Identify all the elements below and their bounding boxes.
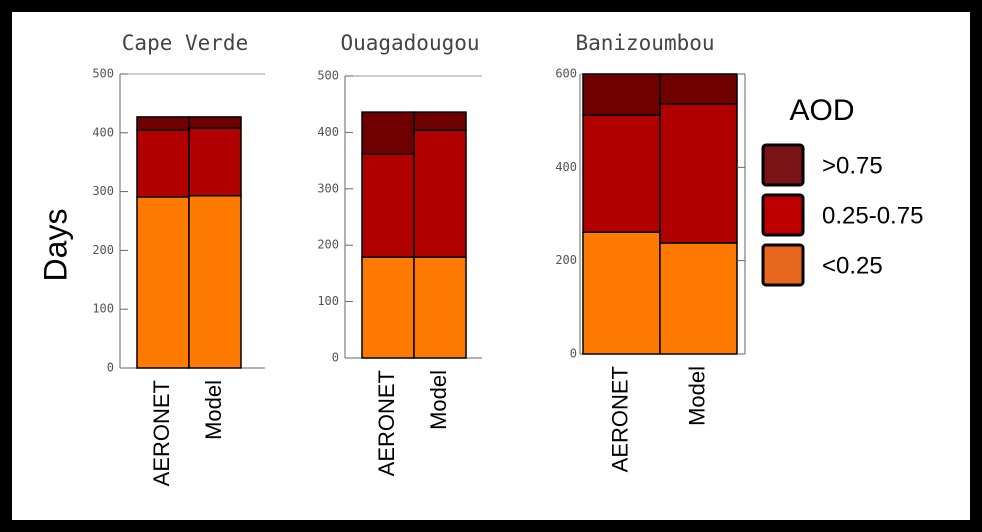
legend-swatch	[761, 143, 805, 187]
legend-label: <0.25	[822, 252, 883, 279]
chart-title: Cape Verde	[122, 31, 248, 55]
y-tick-label: 200	[92, 243, 114, 257]
bar-segment	[659, 103, 738, 244]
chart-title: Ouagadougou	[340, 31, 479, 55]
y-tick-label: 200	[317, 238, 339, 252]
x-tick-label: Model	[426, 370, 451, 430]
bar-segment	[136, 129, 190, 198]
y-tick-label: 600	[555, 67, 577, 81]
y-tick-label: 300	[92, 184, 114, 198]
bar-segment	[136, 116, 190, 131]
y-tick-label: 0	[332, 351, 339, 365]
y-tick-label: 200	[555, 253, 577, 267]
y-tick-label: 100	[92, 302, 114, 316]
bar-segment	[361, 256, 415, 359]
y-tick-label: 100	[317, 294, 339, 308]
x-tick-label: AERONET	[149, 380, 174, 486]
y-tick-label: 0	[570, 347, 577, 361]
y-tick-label: 400	[555, 160, 577, 174]
bar-segment	[659, 242, 738, 355]
y-axis-label: Days	[37, 209, 73, 282]
bar-segment	[136, 196, 190, 369]
bar-segment	[413, 111, 467, 131]
bar-segment	[582, 231, 661, 355]
bar-segment	[361, 111, 415, 155]
bar-segment	[659, 73, 738, 105]
legend-title: AOD	[789, 94, 854, 127]
legend-swatch	[761, 243, 805, 287]
x-tick-label: AERONET	[374, 370, 399, 476]
bar-segment	[188, 194, 242, 369]
bar-segment	[582, 73, 661, 116]
x-tick-label: Model	[684, 366, 709, 426]
bar-segment	[413, 256, 467, 359]
legend-label: >0.75	[822, 152, 883, 179]
legend-swatch	[761, 193, 805, 237]
chart-title: Banizoumbou	[575, 31, 714, 55]
y-tick-label: 300	[317, 181, 339, 195]
y-tick-label: 500	[317, 69, 339, 83]
bar-segment	[413, 129, 467, 258]
y-tick-label: 400	[317, 125, 339, 139]
bar-segment	[188, 116, 242, 129]
y-tick-label: 400	[92, 125, 114, 139]
bar-segment	[188, 127, 242, 197]
y-tick-label: 0	[107, 361, 114, 375]
y-tick-label: 500	[92, 67, 114, 81]
x-tick-label: AERONET	[607, 366, 632, 472]
legend-label: 0.25-0.75	[822, 202, 923, 229]
bar-segment	[361, 153, 415, 258]
x-tick-label: Model	[201, 380, 226, 440]
bar-segment	[582, 114, 661, 233]
